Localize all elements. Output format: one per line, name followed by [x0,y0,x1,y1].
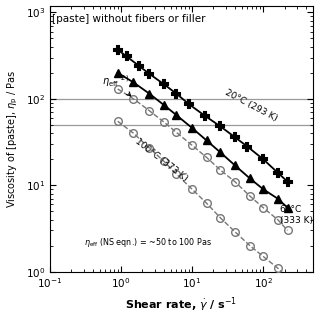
X-axis label: Shear rate, $\dot{\gamma}$ / s$^{-1}$: Shear rate, $\dot{\gamma}$ / s$^{-1}$ [125,296,237,315]
Text: $\eta_{\rm eff}$ (NS eqn.) = ~50 to 100 Pas: $\eta_{\rm eff}$ (NS eqn.) = ~50 to 100 … [84,236,212,249]
Text: [paste] without fibers or filler: [paste] without fibers or filler [52,13,205,24]
Text: $\eta_{\rm eff}$ $^{2)}$: $\eta_{\rm eff}$ $^{2)}$ [102,73,131,96]
Text: 60°C
(333 K): 60°C (333 K) [280,205,313,225]
Text: 20°C (293 K): 20°C (293 K) [224,88,279,123]
Text: 100°C (373 K): 100°C (373 K) [133,137,189,184]
Y-axis label: Viscosity of [paste], $\eta_\mathrm{p}$ / Pas: Viscosity of [paste], $\eta_\mathrm{p}$ … [5,69,20,208]
